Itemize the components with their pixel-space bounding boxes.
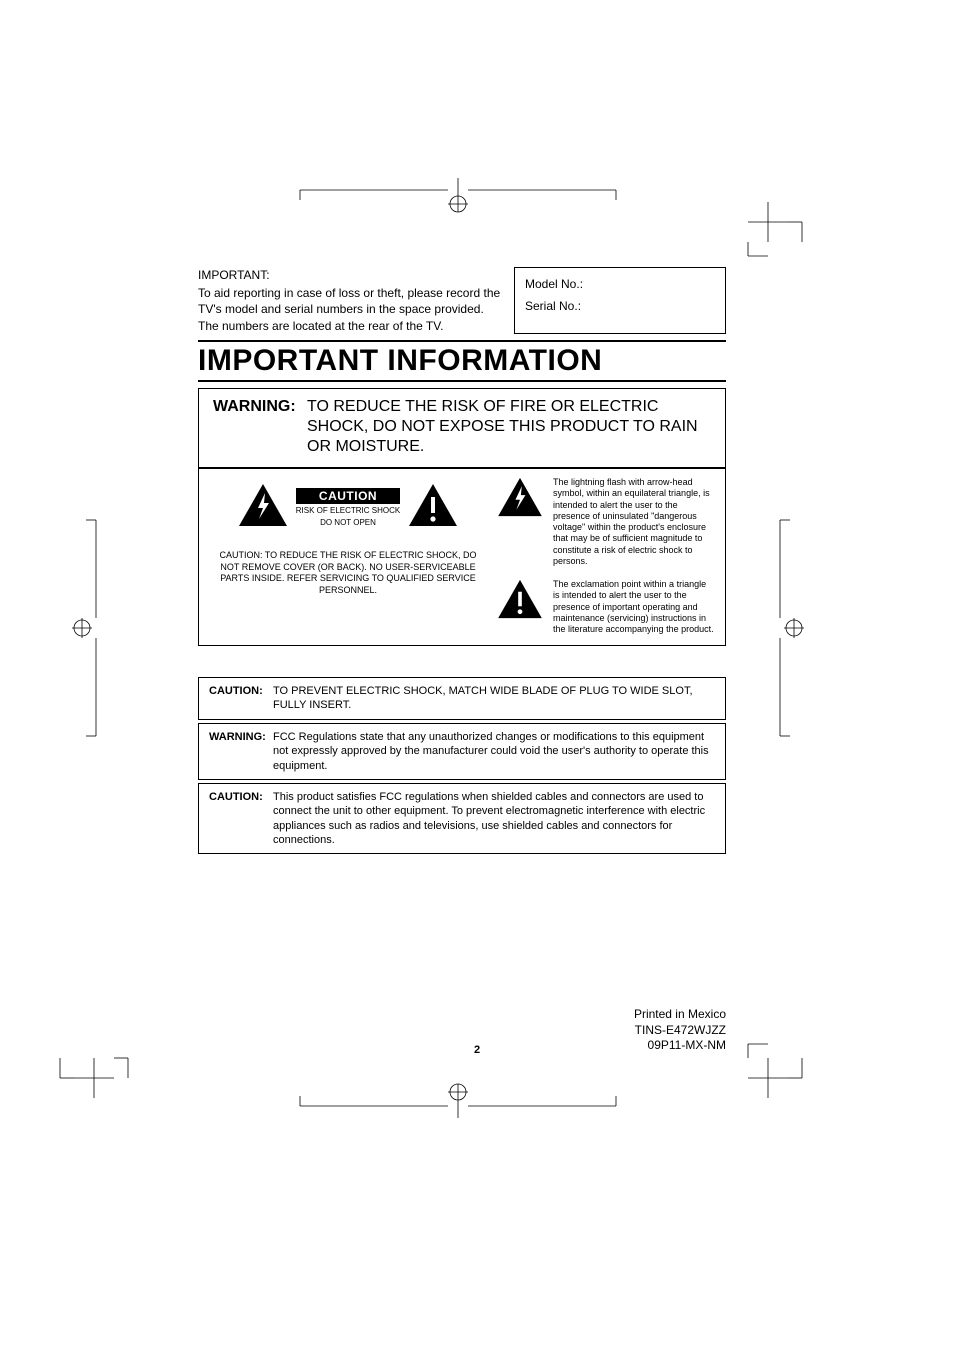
caution-plug-text: TO PREVENT ELECTRIC SHOCK, MATCH WIDE BL… xyxy=(273,684,715,713)
exclaim-explain-text: The exclamation point within a triangle … xyxy=(553,579,715,635)
page-number: 2 xyxy=(0,1044,954,1056)
important-text: To aid reporting in case of loss or thef… xyxy=(198,286,500,332)
caution-label-row: CAUTION RISK OF ELECTRIC SHOCK DO NOT OP… xyxy=(209,483,487,532)
title-section: IMPORTANT INFORMATION xyxy=(198,340,726,382)
exclaim-explain-row: The exclamation point within a triangle … xyxy=(497,579,715,635)
warning-main-box: WARNING: TO REDUCE THE RISK OF FIRE OR E… xyxy=(198,388,726,468)
caution-plug-label: CAUTION: xyxy=(209,684,273,713)
model-serial-box: Model No.: Serial No.: xyxy=(514,267,726,334)
lightning-triangle-icon xyxy=(238,483,288,532)
model-no-label: Model No.: xyxy=(525,274,715,296)
lightning-explain-text: The lightning flash with arrow-head symb… xyxy=(553,477,715,567)
risk-line1: RISK OF ELECTRIC SHOCK xyxy=(296,506,400,516)
caution-shield-label: CAUTION: xyxy=(209,790,273,847)
exclamation-triangle-icon-small xyxy=(497,579,543,624)
important-note: IMPORTANT: To aid reporting in case of l… xyxy=(198,267,502,334)
title-rule-bottom xyxy=(198,380,726,382)
caution-left-column: CAUTION RISK OF ELECTRIC SHOCK DO NOT OP… xyxy=(209,477,487,635)
document-page: IMPORTANT: To aid reporting in case of l… xyxy=(0,0,954,1350)
page-title: IMPORTANT INFORMATION xyxy=(198,344,726,378)
doc-code-1: TINS-E472WJZZ xyxy=(634,1023,726,1039)
risk-line2: DO NOT OPEN xyxy=(296,518,400,528)
caution-bar: CAUTION xyxy=(296,488,400,504)
warning-fcc-label: WARNING: xyxy=(209,730,273,773)
warning-fcc-text: FCC Regulations state that any unauthori… xyxy=(273,730,715,773)
serial-no-label: Serial No.: xyxy=(525,296,715,318)
caution-panel: CAUTION RISK OF ELECTRIC SHOCK DO NOT OP… xyxy=(198,468,726,646)
caution-label-box: CAUTION RISK OF ELECTRIC SHOCK DO NOT OP… xyxy=(296,488,400,527)
caution-right-column: The lightning flash with arrow-head symb… xyxy=(497,477,715,635)
header-row: IMPORTANT: To aid reporting in case of l… xyxy=(198,267,726,334)
lightning-triangle-icon-small xyxy=(497,477,543,522)
warning-main-text: TO REDUCE THE RISK OF FIRE OR ELECTRIC S… xyxy=(307,397,711,457)
caution-text: CAUTION: TO REDUCE THE RISK OF ELECTRIC … xyxy=(209,550,487,597)
printed-in: Printed in Mexico xyxy=(634,1007,726,1023)
crop-marks xyxy=(0,0,954,1350)
title-rule-top xyxy=(198,340,726,342)
caution-shield-box: CAUTION: This product satisfies FCC regu… xyxy=(198,783,726,854)
caution-plug-box: CAUTION: TO PREVENT ELECTRIC SHOCK, MATC… xyxy=(198,677,726,720)
important-label: IMPORTANT: xyxy=(198,267,502,283)
warning-fcc-box: WARNING: FCC Regulations state that any … xyxy=(198,723,726,780)
warning-main-label: WARNING: xyxy=(213,397,307,457)
lightning-explain-row: The lightning flash with arrow-head symb… xyxy=(497,477,715,567)
caution-shield-text: This product satisfies FCC regulations w… xyxy=(273,790,715,847)
exclamation-triangle-icon xyxy=(408,483,458,532)
